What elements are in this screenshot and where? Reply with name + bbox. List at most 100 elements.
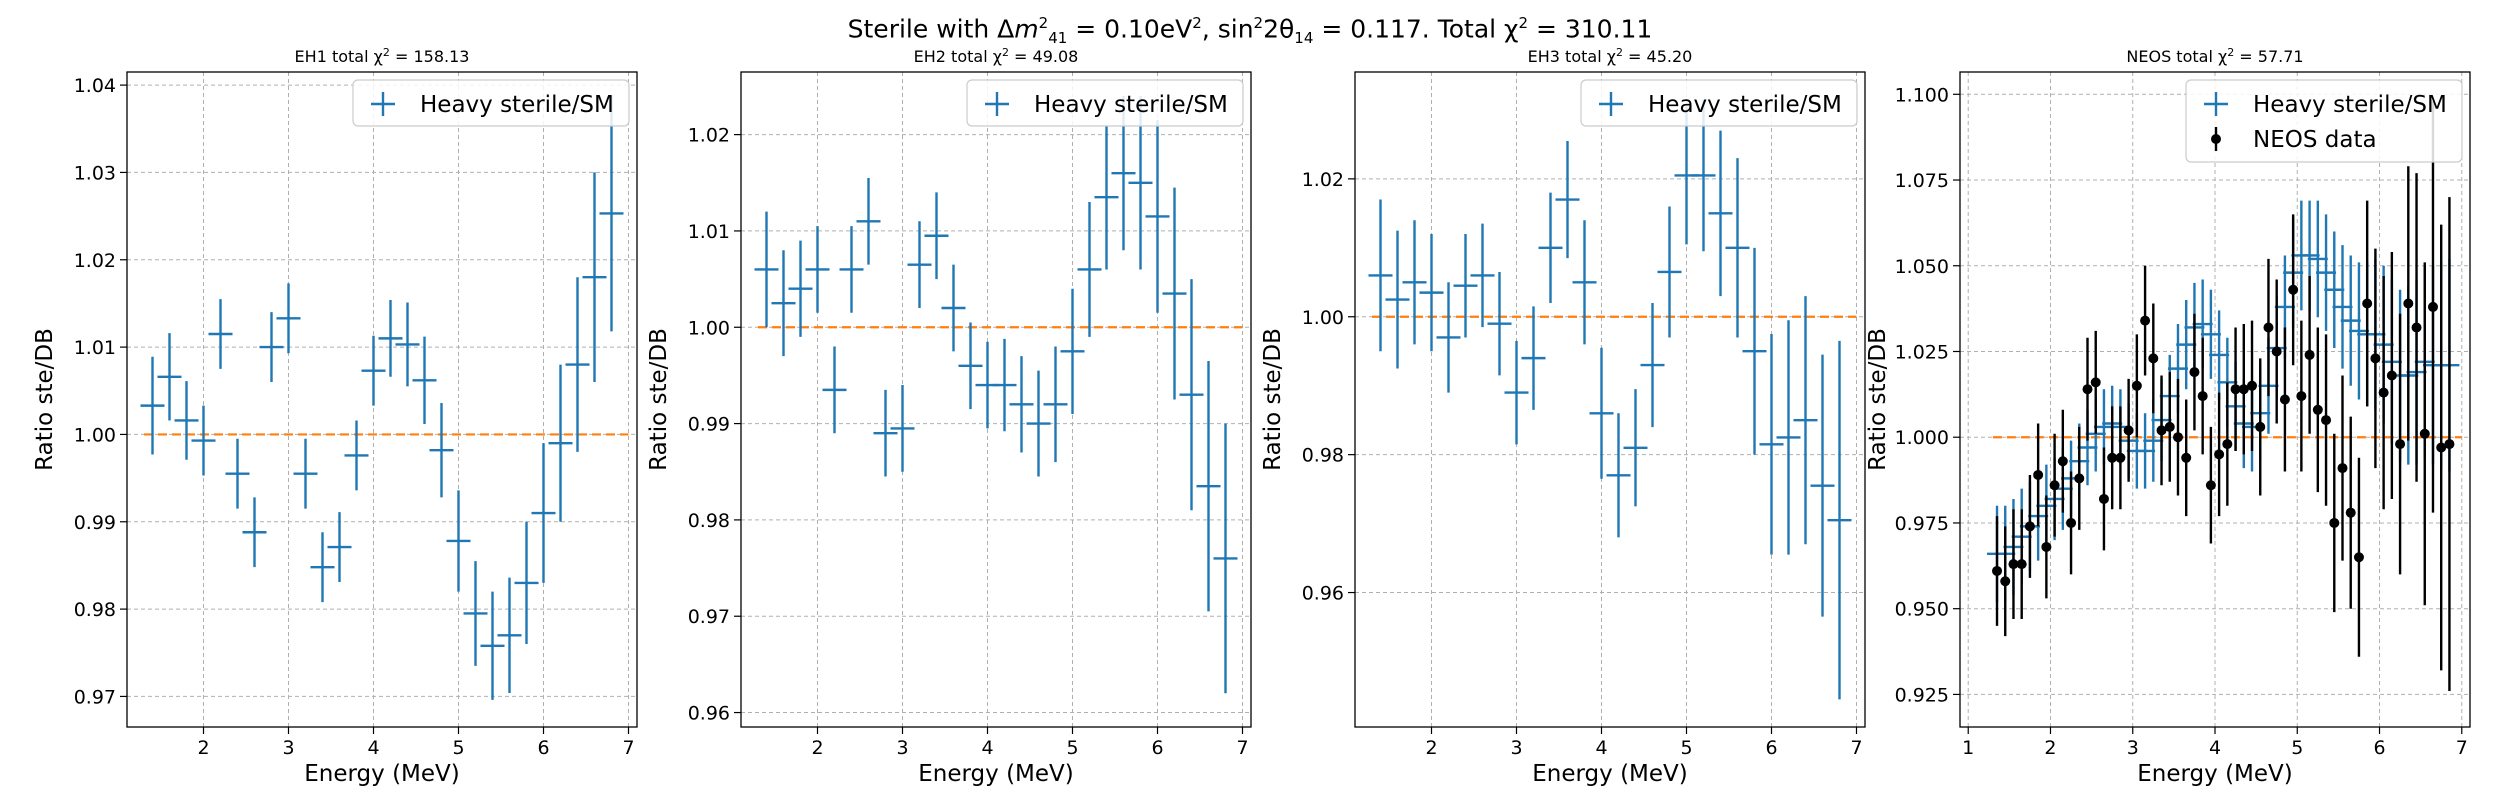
model-data-point [1077,202,1102,337]
x-tick-label: 2 [2044,737,2056,759]
plot-frame [1959,71,2471,728]
title-prefix: Sterile with Δ [847,14,1015,44]
title-chi-sup: 2 [1518,14,1529,32]
legend: Heavy sterile/SM [1580,79,1858,127]
y-tick-label: 1.025 [1895,341,1949,363]
neos-data-point [2205,426,2216,544]
panel-subtitle: NEOS total χ2 = 57.71 [2126,46,2303,66]
data-marker [2082,384,2093,395]
model-data-point [941,264,966,352]
data-marker [1992,565,2003,576]
model-data-point [1179,279,1204,511]
model-data-point [446,490,471,592]
data-marker [2140,315,2151,326]
x-axis-label: Energy (MeV) [918,761,1074,787]
neos-data-point [2115,406,2126,510]
neos-data-point [2411,173,2422,482]
neos-data-point [2263,258,2274,397]
model-data-point [788,240,813,337]
legend-label: Heavy sterile/SM [1034,92,1228,118]
model-data-point [1470,223,1495,328]
legend-label: Heavy sterile/SM [2253,92,2447,118]
legend-label: Heavy sterile/SM [1648,92,1842,118]
data-marker [2098,493,2109,504]
data-marker [2024,521,2035,532]
neos-data-point [2172,378,2183,496]
neos-data-point [2123,378,2134,482]
x-tick-label: 6 [537,737,549,759]
x-tick-label: 5 [1680,737,1692,759]
plot-area [140,95,629,700]
title-dm-symbol: m [1014,14,1039,44]
legend-box [1580,79,1858,127]
data-marker [2395,439,2406,450]
y-tick-label: 1.000 [1895,427,1949,449]
chart-panel-3: 2 3 4 5 6 7 0.96 0.98 1.00 1.02 Energy (MeV) Ratio … [1260,46,1866,787]
neos-data-point [2288,214,2299,366]
y-tick-label: 0.975 [1895,513,1949,535]
model-data-point [1436,282,1461,393]
neos-data-point [2189,313,2200,431]
legend-label: NEOS data [2253,127,2377,153]
neos-data-point [2107,406,2118,510]
data-marker [2033,469,2044,480]
neos-data-point [2337,375,2348,561]
plot-area [1987,101,2462,691]
chart-panel-4: 1 2 3 4 5 6 7 0.925 0.950 0.975 1.000 1.025 1.050 1.0… [1865,46,2471,787]
title-dm-sub: 41 [1048,29,1068,48]
panel-subtitle: EH1 total χ2 = 158.13 [295,46,470,66]
panel-subtitle: EH3 total χ2 = 45.20 [1528,46,1693,66]
model-data-point [2332,245,2353,369]
title-dm-sup: 2 [1038,14,1049,32]
x-tick-label: 3 [282,737,294,759]
neos-data-point [2131,334,2142,438]
neos-data-point [2090,330,2101,434]
model-data-point [480,591,505,700]
neos-data-point [2074,426,2085,530]
data-marker [2115,452,2126,463]
plot-frame [1354,71,1866,728]
model-data-point [1657,206,1682,338]
model-data-point [1708,130,1733,297]
y-tick-label: 1.00 [688,317,730,339]
y-tick-label: 1.02 [1302,169,1344,191]
neos-data-point [2230,327,2241,451]
y-tick-label: 1.02 [74,250,116,272]
plot-frame [126,71,638,728]
model-data-point [2340,255,2361,386]
y-axis-label: Ratio ste/DB [32,328,58,471]
y-tick-label: 0.97 [688,606,730,628]
model-data-point [1759,334,1784,555]
y-tick-label: 0.98 [688,510,730,532]
neos-data-point [2066,471,2077,575]
neos-data-point [2214,392,2225,517]
y-tick-label: 0.98 [1302,445,1344,467]
data-marker [2074,473,2085,484]
data-marker [2247,380,2258,391]
model-data-point [2209,310,2230,400]
data-marker [2238,384,2249,395]
model-data-point [873,389,898,477]
x-axis-label: Energy (MeV) [304,761,460,787]
title-angle-value: = 0.117. Total χ [1313,14,1519,44]
model-data-point [531,443,556,583]
y-axis-label: Ratio ste/DB [1865,328,1891,471]
data-marker [2403,298,2414,309]
model-data-point [924,192,949,280]
neos-data-point [2016,509,2027,619]
neos-data-point [2362,200,2373,407]
legend-box [966,79,1244,127]
model-data-point [2316,214,2337,331]
neos-data-point [2033,423,2044,527]
model-data-point [378,299,403,377]
y-tick-label: 0.99 [74,512,116,534]
y-tick-label: 1.100 [1895,84,1949,106]
neos-data-point [2427,101,2438,513]
data-marker [2255,421,2266,432]
model-data-point [1419,234,1444,352]
neos-data-point [2164,372,2175,482]
data-marker [2066,517,2077,528]
data-marker [2205,480,2216,491]
data-marker [2156,425,2167,436]
legend: Heavy sterile/SM [352,79,630,127]
